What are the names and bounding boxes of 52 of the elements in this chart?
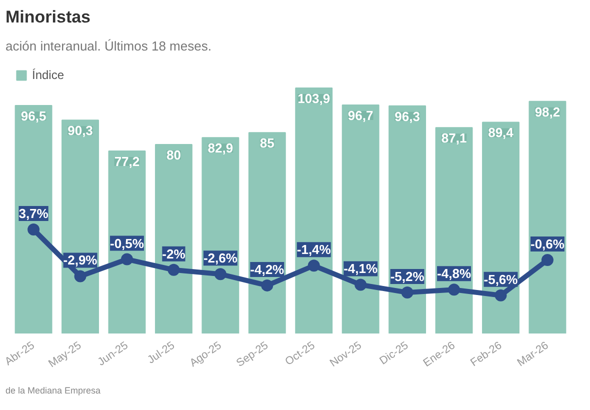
data-label: -0,6% <box>530 236 565 252</box>
point <box>120 253 133 266</box>
chart-subtitle: ación interanual. Últimos 18 meses. <box>6 38 212 54</box>
data-label: 87,1 <box>441 130 467 146</box>
data-label: -5,6% <box>484 272 518 287</box>
chart-title: Minoristas <box>6 8 91 26</box>
data-label: 103,9 <box>298 90 330 106</box>
data-label: -5,2% <box>390 269 425 284</box>
legend-label: Índice <box>32 68 64 82</box>
bar <box>342 104 380 334</box>
bar <box>528 100 566 334</box>
bar <box>202 137 240 334</box>
data-label: -2% <box>162 246 186 262</box>
data-label: 90,3 <box>68 123 93 138</box>
point <box>494 289 507 302</box>
point <box>401 286 414 298</box>
bar <box>62 120 99 334</box>
data-label: 80 <box>166 147 181 162</box>
data-label: -2,9% <box>63 252 98 268</box>
point <box>354 278 367 291</box>
data-label: 96,3 <box>394 108 420 124</box>
point <box>308 260 320 272</box>
bar <box>248 132 286 334</box>
data-label: -1,4% <box>296 242 332 258</box>
point <box>214 268 226 280</box>
point <box>74 270 86 282</box>
data-label: -4,2% <box>250 262 285 277</box>
data-label: 89,4 <box>488 125 514 140</box>
data-label: 77,2 <box>114 154 140 170</box>
bar <box>435 127 473 334</box>
point <box>541 254 554 266</box>
bar <box>154 144 192 334</box>
data-label: -2,6% <box>203 250 238 266</box>
data-label: -0,5% <box>110 236 144 251</box>
data-label: -4,8% <box>437 266 472 282</box>
bar <box>482 122 520 334</box>
data-label: -4,1% <box>344 261 378 276</box>
point <box>168 264 180 276</box>
bar <box>108 150 146 334</box>
data-label: 98,2 <box>534 104 560 120</box>
point <box>448 284 460 296</box>
data-label: 96,5 <box>20 108 46 124</box>
data-label: 3,7% <box>18 206 49 222</box>
text: de la Mediana Empresa <box>6 386 101 396</box>
bar <box>14 104 52 334</box>
bar <box>295 87 333 334</box>
point <box>28 224 40 236</box>
bar <box>388 105 426 334</box>
point <box>261 279 274 292</box>
data-label: 96,7 <box>348 108 374 123</box>
data-label: 85 <box>260 136 274 151</box>
data-label: 82,9 <box>208 140 234 156</box>
